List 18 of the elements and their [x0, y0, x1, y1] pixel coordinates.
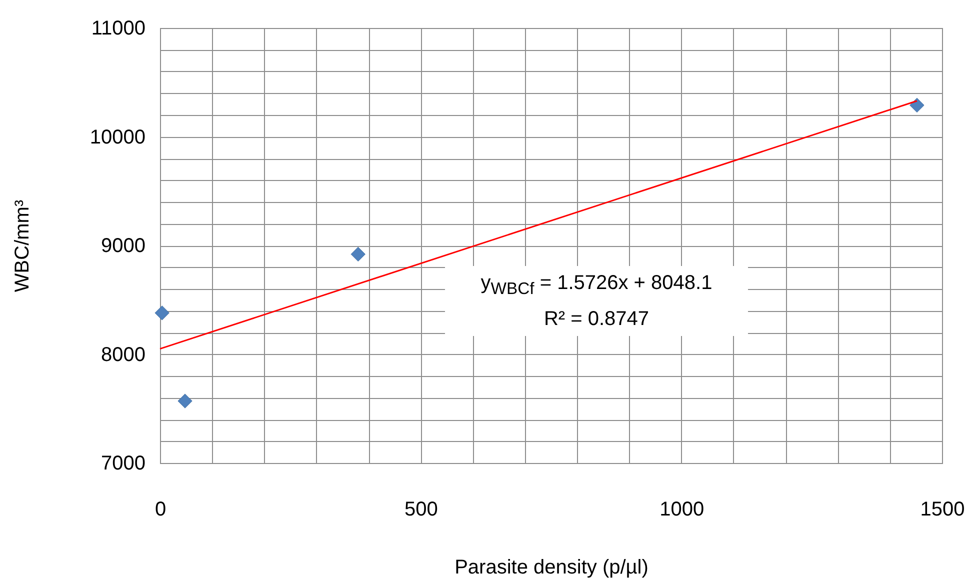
y-axis-title: WBC/mm³: [12, 200, 34, 292]
y-tick-label: 9000: [101, 235, 146, 257]
y-tick-label: 10000: [90, 126, 146, 148]
y-tick-label: 11000: [91, 18, 146, 40]
annotation: y$_{WBCf}$ = 1.5726x + 8048.1: [480, 271, 714, 300]
annotation: R² = 0.8747: [542, 307, 650, 332]
x-tick-label: 1000: [660, 498, 704, 520]
y-tick-label: 7000: [101, 452, 146, 474]
point: [178, 394, 192, 408]
y-tick-label: 8000: [101, 344, 146, 366]
x-axis-title: Parasite density (p/µl): [454, 556, 648, 578]
point: [154, 306, 170, 320]
equation-box: y$_{WBCf}$ = 1.5726x + 8048.1 R² = 0.8747: [445, 266, 748, 336]
x-tick-label: 1500: [920, 498, 965, 520]
point: [910, 98, 924, 113]
x-tick-label: 500: [404, 498, 438, 520]
x-tick-label: 0: [154, 498, 166, 520]
point: [350, 246, 366, 262]
